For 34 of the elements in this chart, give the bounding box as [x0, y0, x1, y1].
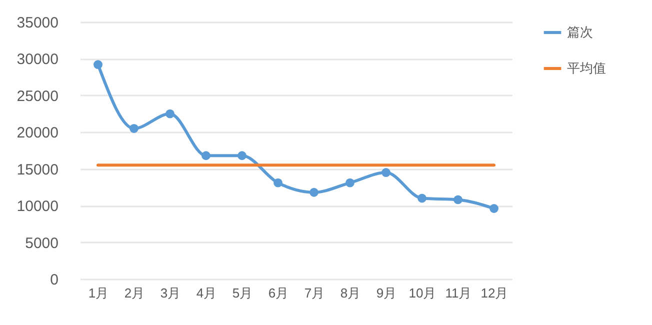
point [202, 151, 210, 160]
x-tick-label: 10月 [408, 286, 436, 300]
y-tick-label: 15000 [16, 161, 58, 178]
point [382, 168, 390, 177]
point [490, 204, 498, 213]
y-tick-label: 30000 [16, 51, 58, 68]
point [130, 124, 138, 133]
x-tick-label: 5月 [232, 286, 253, 300]
x-tick-label: 7月 [304, 286, 325, 300]
x-tick-label: 2月 [124, 286, 145, 300]
x-tick-label: 6月 [268, 286, 289, 300]
y-tick-label: 0 [50, 272, 58, 288]
x-tick-label: 3月 [160, 286, 181, 300]
legend-label: 篇次 [567, 24, 593, 40]
x-tick-label: 4月 [196, 286, 217, 300]
y-tick-label: 20000 [16, 124, 58, 142]
point [166, 109, 174, 118]
y-tick-label: 35000 [16, 14, 58, 32]
legend-label: 平均值 [567, 60, 606, 76]
point [310, 188, 318, 197]
x-tick-label: 11月 [445, 286, 472, 300]
x-tick-label: 12月 [480, 286, 508, 300]
point [454, 195, 462, 204]
x-tick-label: 8月 [340, 286, 361, 300]
y-tick-label: 10000 [16, 198, 58, 216]
y-tick-label: 25000 [16, 88, 58, 105]
x-tick-label: 1月 [88, 286, 109, 300]
point [346, 178, 354, 188]
point [94, 60, 102, 70]
point [238, 151, 246, 160]
point [418, 194, 426, 203]
y-tick-label: 5000 [25, 234, 58, 252]
x-tick-label: 9月 [376, 286, 397, 300]
point [274, 178, 282, 188]
